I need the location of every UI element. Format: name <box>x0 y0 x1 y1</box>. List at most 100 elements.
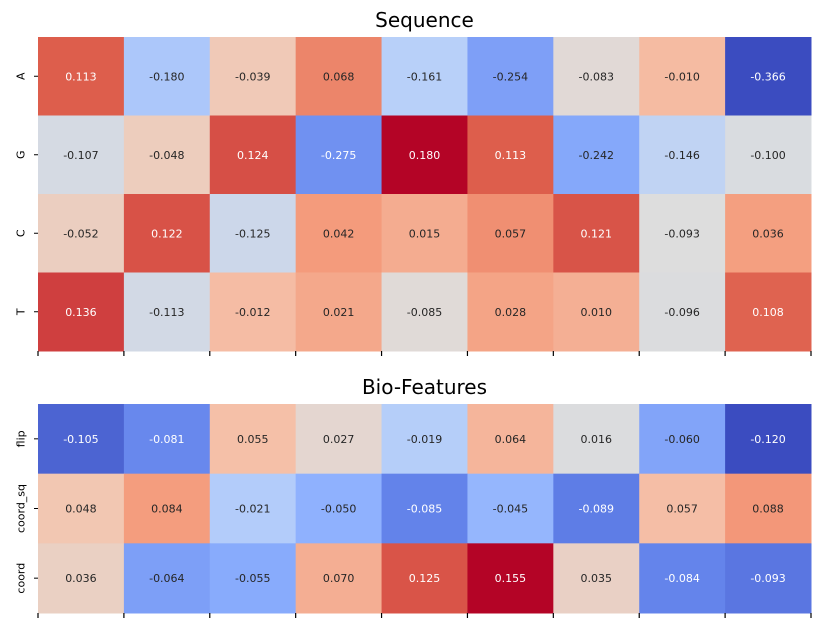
cell-value-label: 0.035 <box>581 572 613 585</box>
cell-value-label: 0.180 <box>409 149 441 162</box>
cell-value-label: 0.036 <box>752 227 784 240</box>
heatmap-cell <box>553 194 640 273</box>
heatmap-cell <box>209 37 297 116</box>
heatmap-cell <box>381 194 468 273</box>
cell-value-label: 0.021 <box>323 306 355 319</box>
heatmap-cell <box>467 115 554 195</box>
heatmap-cell <box>295 272 383 352</box>
heatmap-cell <box>467 543 554 614</box>
heatmap-cell <box>553 404 640 475</box>
heatmap-cell <box>38 404 125 475</box>
row-label: C <box>15 229 28 237</box>
cell-value-label: -0.180 <box>149 70 184 83</box>
cell-value-label: -0.081 <box>149 433 184 446</box>
heatmap-cell <box>295 115 383 195</box>
cell-value-label: 0.010 <box>581 306 613 319</box>
cell-value-label: 0.113 <box>65 70 97 83</box>
heatmap-cell <box>467 473 554 544</box>
panel-title: Sequence <box>375 8 474 32</box>
cell-value-label: -0.107 <box>63 149 98 162</box>
heatmap-cell <box>38 115 125 195</box>
panel-title: Bio-Features <box>362 375 487 399</box>
heatmap-cell <box>123 37 211 116</box>
cell-value-label: 0.068 <box>323 70 355 83</box>
heatmap-cell <box>209 272 297 352</box>
heatmap-cell <box>639 543 726 614</box>
heatmap-cell <box>467 272 554 352</box>
heatmap-cell <box>639 272 726 352</box>
cell-value-label: -0.085 <box>407 306 442 319</box>
heatmap-cell <box>209 404 297 475</box>
heatmap-cell <box>209 194 297 273</box>
cell-value-label: -0.060 <box>664 433 699 446</box>
heatmap-cell <box>639 473 726 544</box>
heatmap-panel-1: Sequence 0.113 -0.180 -0.039 0.068 -0.161 -0.2… <box>15 8 812 356</box>
cell-value-label: 0.036 <box>65 572 97 585</box>
heatmap-cell <box>639 37 726 116</box>
heatmap-cell <box>553 37 640 116</box>
heatmap-cell <box>295 37 383 116</box>
cell-value-label: 0.057 <box>666 503 698 516</box>
cell-value-label: -0.085 <box>407 503 442 516</box>
heatmap-cell <box>295 194 383 273</box>
cell-value-label: -0.113 <box>149 306 184 319</box>
cell-value-label: 0.124 <box>237 149 269 162</box>
cell-value-label: -0.093 <box>750 572 785 585</box>
heatmap-cell <box>381 37 468 116</box>
heatmap-cell <box>725 37 812 116</box>
row-label: A <box>15 72 28 80</box>
row-label: coord <box>15 563 28 594</box>
heatmap-cell <box>467 37 554 116</box>
cell-value-label: 0.055 <box>237 433 269 446</box>
heatmap-cell <box>725 404 812 475</box>
cell-value-label: 0.015 <box>409 227 441 240</box>
cell-value-label: 0.016 <box>581 433 613 446</box>
cell-value-label: 0.113 <box>495 149 527 162</box>
heatmap-cell <box>38 272 125 352</box>
cell-value-label: -0.146 <box>664 149 699 162</box>
heatmap-cell <box>38 37 125 116</box>
cell-value-label: 0.108 <box>752 306 784 319</box>
cell-value-label: -0.366 <box>750 70 785 83</box>
heatmap-cell <box>295 404 383 475</box>
heatmap-cell <box>381 473 468 544</box>
heatmap-cell <box>123 404 211 475</box>
heatmap-cell <box>553 473 640 544</box>
cell-value-label: 0.064 <box>495 433 527 446</box>
cell-value-label: -0.039 <box>235 70 270 83</box>
cell-value-label: -0.254 <box>493 70 528 83</box>
cell-value-label: -0.084 <box>664 572 699 585</box>
cell-value-label: -0.055 <box>235 572 270 585</box>
heatmap-cell <box>553 272 640 352</box>
heatmap-cell <box>725 194 812 273</box>
heatmap-cell <box>123 272 211 352</box>
heatmap-cell <box>209 543 297 614</box>
cell-value-label: -0.100 <box>750 149 785 162</box>
cell-value-label: -0.125 <box>235 227 270 240</box>
heatmap-cell <box>38 473 125 544</box>
cell-value-label: 0.084 <box>151 503 183 516</box>
cell-value-label: -0.045 <box>493 503 528 516</box>
cell-value-label: -0.064 <box>149 572 184 585</box>
cell-value-label: 0.122 <box>151 227 183 240</box>
cell-value-label: -0.010 <box>664 70 699 83</box>
cell-value-label: -0.089 <box>579 503 614 516</box>
cell-value-label: 0.070 <box>323 572 355 585</box>
cell-value-label: -0.050 <box>321 503 356 516</box>
heatmap-cell <box>725 473 812 544</box>
cell-value-label: -0.083 <box>579 70 614 83</box>
heatmap-cell <box>295 543 383 614</box>
heatmap-cell <box>38 543 125 614</box>
heatmap-cell <box>38 194 125 273</box>
cell-value-label: -0.105 <box>63 433 98 446</box>
cell-value-label: -0.120 <box>750 433 785 446</box>
cell-value-label: -0.161 <box>407 70 442 83</box>
heatmap-cell <box>725 115 812 195</box>
cell-value-label: -0.012 <box>235 306 270 319</box>
cell-value-label: 0.042 <box>323 227 355 240</box>
heatmap-cell <box>381 115 468 195</box>
cell-value-label: -0.048 <box>149 149 184 162</box>
heatmap-cell <box>639 194 726 273</box>
heatmap-cell <box>381 404 468 475</box>
